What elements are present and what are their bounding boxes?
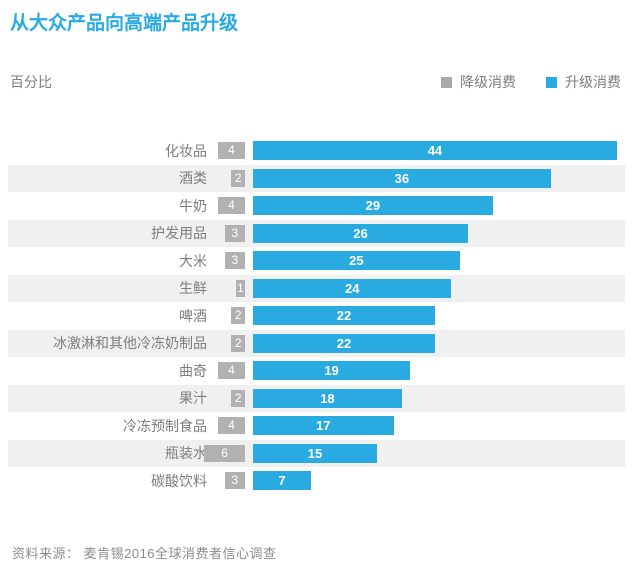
downgrade-value-badge: 2 — [231, 389, 245, 407]
category-label: 冰激淋和其他冷冻奶制品 — [53, 335, 207, 352]
upgrade-bar-column: 19 — [245, 361, 625, 381]
legend-label-downgrade: 降级消费 — [460, 74, 516, 90]
upgrade-value-bar: 25 — [253, 251, 460, 271]
chart-meta-row: 百分比 降级消费 升级消费 — [10, 72, 621, 92]
source-note: 资料来源： 麦肯锡2016全球消费者信心调查 — [12, 546, 277, 561]
chart-row: 果汁 2 18 — [8, 384, 625, 412]
upgrade-bar-column: 15 — [245, 443, 625, 463]
downgrade-badge-column: 3 — [207, 472, 245, 490]
chart-row: 化妆品 4 44 — [8, 137, 625, 165]
upgrade-bar-column: 24 — [245, 278, 625, 298]
upgrade-bar-column: 36 — [245, 168, 625, 188]
downgrade-badge-column: 6 — [204, 444, 245, 462]
downgrade-value-badge: 4 — [217, 417, 245, 435]
category-label: 生鲜 — [179, 280, 207, 297]
chart-row: 大米 3 25 — [8, 247, 625, 275]
downgrade-value-badge: 4 — [217, 197, 245, 215]
category-label: 冷冻预制食品 — [123, 417, 207, 434]
downgrade-value-badge: 4 — [217, 142, 245, 160]
downgrade-value-badge: 4 — [217, 362, 245, 380]
upgrade-bar-column: 44 — [245, 141, 625, 161]
upgrade-value-bar: 17 — [253, 416, 394, 436]
chart-row: 牛奶 4 29 — [8, 192, 625, 220]
chart-row: 啤酒 2 22 — [8, 302, 625, 330]
chart-row: 瓶装水 6 15 — [8, 439, 625, 467]
downgrade-badge-column: 3 — [207, 224, 245, 242]
upgrade-value-bar: 7 — [253, 471, 311, 491]
upgrade-swatch-icon — [546, 76, 557, 88]
category-label: 碳酸饮料 — [151, 472, 207, 489]
downgrade-value-badge: 2 — [231, 307, 245, 325]
category-label: 啤酒 — [179, 307, 207, 324]
downgrade-badge-column: 2 — [207, 389, 245, 407]
upgrade-value-bar: 24 — [253, 278, 452, 298]
upgrade-bar-column: 25 — [245, 251, 625, 271]
category-label: 大米 — [179, 252, 207, 269]
upgrade-bar-column: 29 — [245, 196, 625, 216]
downgrade-value-badge: 1 — [236, 279, 245, 297]
upgrade-value-bar: 19 — [253, 361, 411, 381]
downgrade-swatch-icon — [441, 76, 452, 88]
upgrade-value-bar: 22 — [253, 333, 435, 353]
upgrade-value-bar: 18 — [253, 388, 402, 408]
legend-label-upgrade: 升级消费 — [565, 74, 621, 90]
downgrade-badge-column: 1 — [207, 279, 245, 297]
downgrade-value-badge: 2 — [231, 169, 245, 187]
upgrade-value-bar: 36 — [253, 168, 551, 188]
upgrade-value-bar: 29 — [253, 196, 493, 216]
upgrade-bar-column: 17 — [245, 416, 625, 436]
downgrade-value-badge: 2 — [231, 334, 245, 352]
downgrade-value-badge: 3 — [224, 472, 245, 490]
upgrade-value-bar: 22 — [253, 306, 435, 326]
chart-row: 护发用品 3 26 — [8, 219, 625, 247]
legend: 降级消费 升级消费 — [441, 72, 621, 92]
downgrade-badge-column: 4 — [207, 142, 245, 160]
downgrade-value-badge: 3 — [224, 224, 245, 242]
upgrade-bar-column: 7 — [245, 471, 625, 491]
bar-chart: 化妆品 4 44 酒类 2 36 牛奶 4 29 护发用品 3 26 大米 3 25 生鲜 1 24 啤酒 2 22 冰激… — [8, 137, 625, 495]
category-label: 酒类 — [179, 170, 207, 187]
category-label: 瓶装水 — [165, 445, 207, 462]
legend-item-upgrade: 升级消费 — [546, 72, 621, 92]
unit-label: 百分比 — [10, 74, 52, 90]
chart-row: 冰激淋和其他冷冻奶制品 2 22 — [8, 329, 625, 357]
upgrade-bar-column: 22 — [245, 333, 625, 353]
chart-row: 冷冻预制食品 4 17 — [8, 412, 625, 440]
category-label: 化妆品 — [165, 142, 207, 159]
upgrade-bar-column: 26 — [245, 223, 625, 243]
category-label: 牛奶 — [179, 197, 207, 214]
chart-row: 酒类 2 36 — [8, 164, 625, 192]
category-label: 护发用品 — [151, 225, 207, 242]
downgrade-value-badge: 3 — [224, 252, 245, 270]
upgrade-value-bar: 44 — [253, 141, 617, 161]
legend-item-downgrade: 降级消费 — [441, 72, 516, 92]
downgrade-value-badge: 6 — [204, 444, 245, 462]
chart-row: 生鲜 1 24 — [8, 274, 625, 302]
bar-rows: 化妆品 4 44 酒类 2 36 牛奶 4 29 护发用品 3 26 大米 3 25 生鲜 1 24 啤酒 2 22 冰激… — [8, 137, 625, 495]
downgrade-badge-column: 2 — [207, 307, 245, 325]
downgrade-badge-column: 3 — [207, 252, 245, 270]
category-label: 曲奇 — [179, 362, 207, 379]
page-title: 从大众产品向高端产品升级 — [10, 13, 239, 34]
downgrade-badge-column: 2 — [207, 169, 245, 187]
upgrade-value-bar: 26 — [253, 223, 469, 243]
upgrade-value-bar: 15 — [253, 443, 378, 463]
downgrade-badge-column: 2 — [207, 334, 245, 352]
upgrade-bar-column: 22 — [245, 306, 625, 326]
downgrade-badge-column: 4 — [207, 197, 245, 215]
upgrade-bar-column: 18 — [245, 388, 625, 408]
downgrade-badge-column: 4 — [207, 362, 245, 380]
downgrade-badge-column: 4 — [207, 417, 245, 435]
category-label: 果汁 — [179, 390, 207, 407]
chart-row: 曲奇 4 19 — [8, 357, 625, 385]
chart-row: 碳酸饮料 3 7 — [8, 467, 625, 495]
